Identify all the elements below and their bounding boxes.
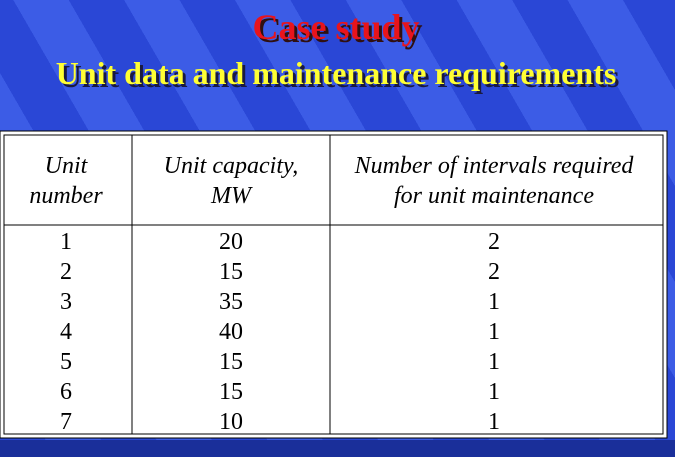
subtitle-shadow: Unit data and maintenance requirements (59, 58, 620, 94)
subtitle: Unit data and maintenance requirements (56, 55, 617, 91)
bottom-band (0, 440, 675, 457)
header-cell: Unit (45, 153, 89, 179)
title-shadow: Case study (255, 10, 422, 50)
table-frame (0, 130, 668, 439)
table-cell: 35 (219, 289, 243, 315)
table-cell: 4 (60, 319, 72, 345)
table-cell: 1 (488, 409, 500, 435)
header-cell: for unit maintenance (394, 183, 594, 209)
table-cell: 10 (219, 409, 243, 435)
table-cell: 1 (488, 319, 500, 345)
table-cell: 3 (60, 289, 72, 315)
table-cell: 40 (219, 319, 243, 345)
header-cell: Unit capacity, (164, 153, 299, 179)
table-cell: 7 (60, 409, 72, 435)
table-cell: 15 (219, 259, 243, 285)
table-cell: 1 (488, 379, 500, 405)
table-cell: 2 (488, 259, 500, 285)
table-cell: 1 (488, 289, 500, 315)
table-cell: 5 (60, 349, 72, 375)
table-cell: 15 (219, 379, 243, 405)
header-cell: MW (210, 183, 253, 209)
table-cell: 6 (60, 379, 72, 405)
table-cell: 20 (219, 229, 243, 255)
table-cell: 2 (60, 259, 72, 285)
table-cell: 15 (219, 349, 243, 375)
header-cell: number (29, 183, 103, 209)
table-cell: 1 (488, 349, 500, 375)
title: Case study (252, 7, 419, 47)
table-inner-frame (3, 134, 664, 435)
table-cells: Unit number Unit capacity, MW Number of inte… (29, 153, 634, 435)
header-cell: Number of intervals required (354, 153, 635, 179)
table-cell: 1 (60, 229, 72, 255)
table-cell: 2 (488, 229, 500, 255)
